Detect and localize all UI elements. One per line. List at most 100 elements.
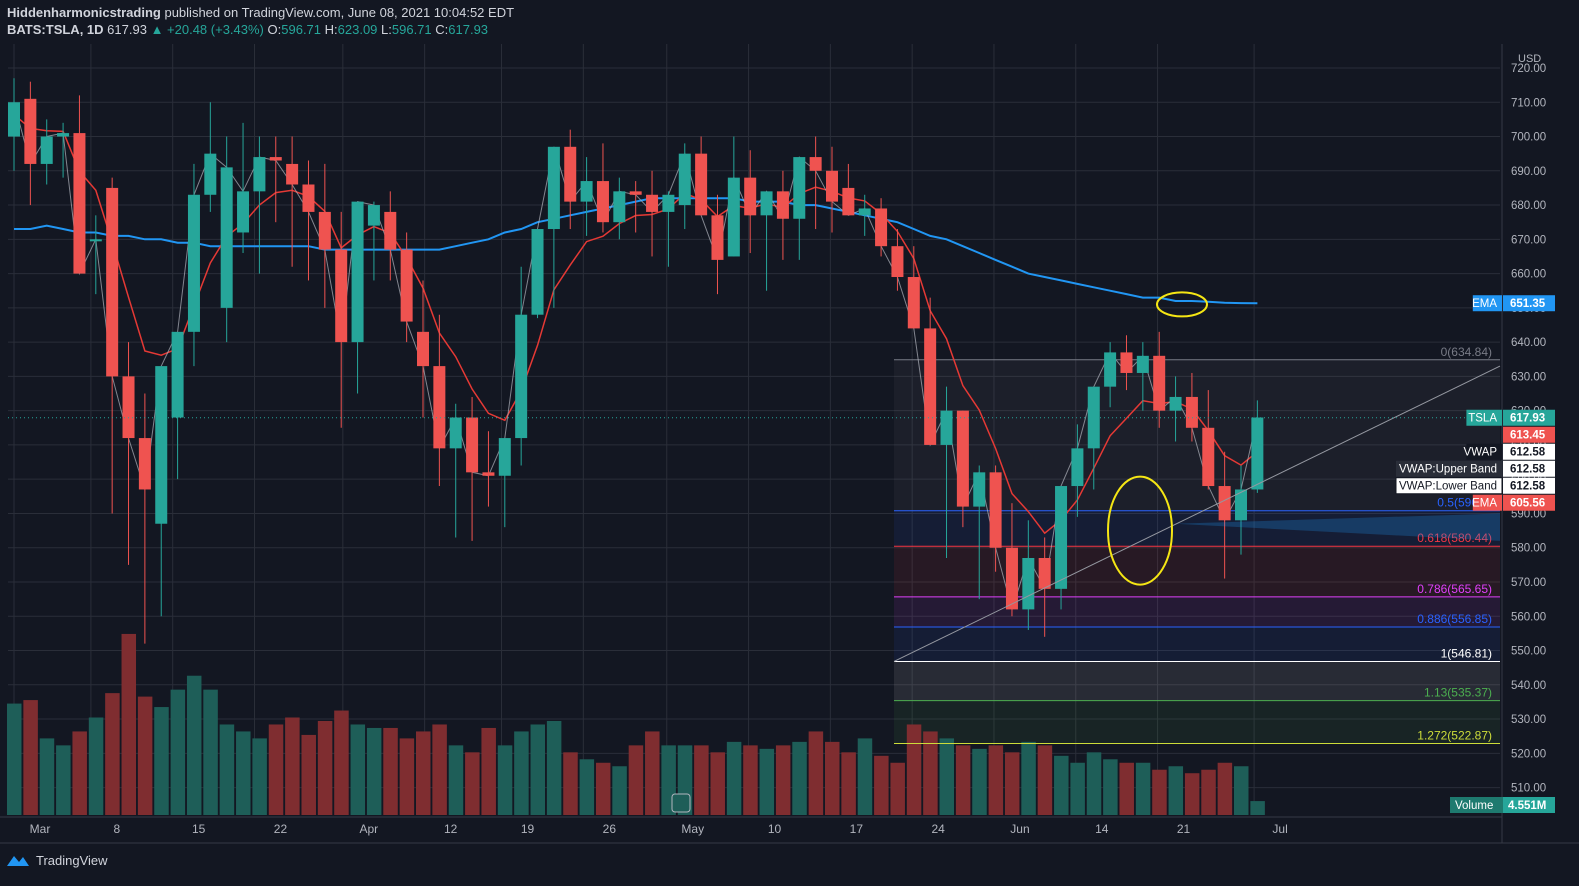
brand-name[interactable]: TradingView	[36, 852, 108, 868]
high-value: 623.09	[337, 22, 378, 37]
candle-body	[433, 366, 446, 449]
candle-body	[286, 163, 299, 185]
volume-bar	[1004, 752, 1020, 815]
candle-body	[1136, 355, 1149, 373]
volume-tag-name: Volume	[1455, 800, 1493, 812]
candle-body	[1038, 558, 1051, 589]
candle-body	[1202, 427, 1215, 487]
volume-bar	[825, 741, 840, 815]
price-tag-value-bg	[1503, 295, 1555, 312]
price-tick-label: 700.00	[1511, 132, 1546, 144]
time-tick-label: Jun	[1010, 822, 1029, 836]
price-tag-name: VWAP	[1464, 447, 1498, 459]
candle-body	[138, 438, 151, 490]
volume-bar	[23, 700, 38, 815]
price-tag-value-bg	[1503, 426, 1555, 443]
volume-bar	[923, 731, 938, 815]
candle-body	[171, 331, 184, 418]
volume-bar	[645, 731, 660, 815]
volume-bar	[1201, 769, 1216, 815]
candle-body	[793, 157, 806, 219]
candle-body	[1055, 486, 1068, 589]
candle-body	[40, 136, 53, 164]
candle-body	[1235, 489, 1247, 521]
candle-body	[826, 170, 838, 202]
fib-zone	[894, 596, 1500, 628]
price-tag-bg	[1472, 494, 1502, 511]
annotation-circle-candles	[1107, 475, 1173, 586]
volume-bar	[972, 748, 987, 815]
volume-value-bg	[1503, 797, 1555, 813]
candle-body	[384, 211, 397, 250]
volume-bar	[1184, 773, 1200, 815]
candle-body	[531, 229, 544, 315]
price-tick-label: 540.00	[1511, 680, 1546, 692]
volume-value: 4.551M	[1508, 800, 1546, 812]
volume-bar	[775, 745, 791, 815]
candle-body	[417, 331, 429, 367]
price-tick-label: 580.00	[1511, 543, 1546, 555]
tradingview-logo-icon	[7, 856, 29, 866]
candle-body	[106, 187, 119, 377]
volume-bar	[1070, 762, 1085, 815]
candle-body	[564, 146, 577, 202]
last-price: 617.93	[107, 22, 147, 37]
price-tick-label: 560.00	[1511, 611, 1546, 623]
candle-body	[629, 191, 642, 195]
volume-bar	[72, 731, 87, 815]
volume-bar	[170, 689, 186, 815]
volume-bar	[383, 727, 398, 815]
volume-bar	[1135, 762, 1151, 815]
candle-body	[547, 146, 560, 230]
candle-body	[155, 366, 168, 524]
volume-bar	[105, 693, 120, 815]
time-tick-label: 22	[274, 822, 288, 836]
price-tag-value: 612.58	[1510, 464, 1546, 476]
candle-body	[613, 191, 626, 223]
fib-level-label: 1.13(535.37)	[1424, 686, 1492, 700]
price-tag-bg	[1396, 460, 1502, 477]
candle-body	[678, 153, 691, 206]
price-tick-label: 550.00	[1511, 646, 1546, 658]
volume-bar	[219, 724, 235, 815]
candle-body	[24, 98, 37, 164]
volume-bar	[874, 755, 889, 815]
candle-body	[711, 215, 724, 260]
price-tag-name: TSLA	[1468, 413, 1497, 425]
candle-body	[1005, 547, 1018, 610]
candle-body	[662, 194, 675, 212]
candle-body	[318, 211, 331, 250]
fib-level-label: 1.272(522.87)	[1417, 728, 1492, 742]
candle-body	[482, 472, 495, 476]
volume-bar	[252, 738, 267, 815]
price-tag-value: 617.93	[1510, 413, 1545, 425]
support-trendline	[893, 365, 1501, 662]
footer: TradingView	[6, 852, 108, 868]
volume-bar	[579, 759, 595, 815]
volume-bar	[988, 745, 1004, 815]
volume-bar	[939, 738, 955, 815]
candle-body	[924, 328, 937, 445]
candle-body	[956, 410, 969, 507]
price-tag-value: 613.45	[1510, 430, 1546, 442]
time-tick-label: 17	[850, 822, 864, 836]
candle-body	[122, 376, 135, 439]
price-tick-label: 520.00	[1511, 748, 1546, 760]
candle-body	[8, 102, 20, 137]
volume-bar	[448, 745, 464, 815]
volume-bar	[1152, 769, 1167, 815]
candle-body	[907, 277, 920, 329]
candle-body	[204, 153, 217, 195]
volume-bar	[1217, 762, 1233, 815]
fib-level-label: 0.886(556.85)	[1417, 612, 1492, 626]
fib-zone	[894, 700, 1500, 744]
volume-bar	[399, 738, 415, 815]
price-tag-value-bg	[1503, 494, 1555, 511]
author-name[interactable]: Hiddenharmonicstrading	[7, 5, 161, 20]
fib-level-label: 0.618(580.44)	[1417, 531, 1492, 545]
symbol-label[interactable]: BATS:TSLA, 1D	[7, 22, 104, 37]
candle-body	[1022, 558, 1035, 610]
volume-bar	[1168, 766, 1184, 815]
chart-header: Hiddenharmonicstrading published on Trad…	[7, 4, 514, 38]
